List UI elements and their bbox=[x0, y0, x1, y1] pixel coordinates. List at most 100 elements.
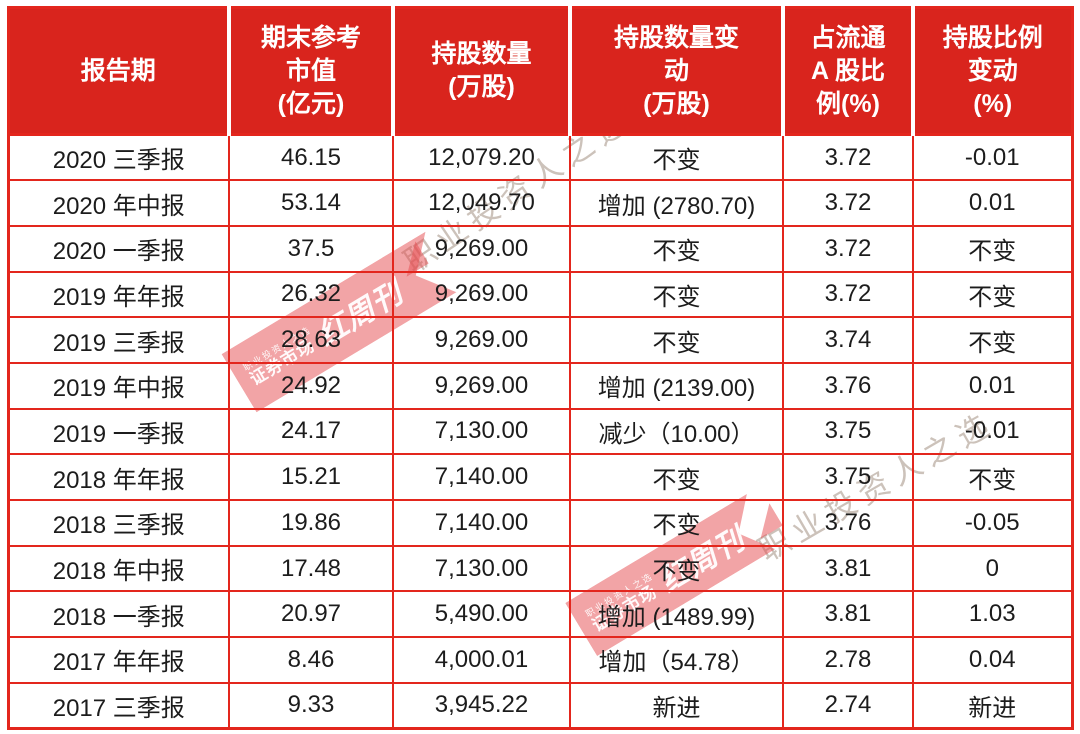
cell-shares-change: 增加（54.78） bbox=[569, 636, 784, 684]
cell-ratio: 3.72 bbox=[782, 179, 914, 227]
cell-shares-change: 增加 (2780.70) bbox=[569, 179, 784, 227]
cell-shares: 3,945.22 bbox=[392, 681, 571, 730]
cell-period: 2017 三季报 bbox=[7, 681, 230, 730]
table-row: 2018 年中报 17.48 7,130.00 不变 3.81 0 bbox=[7, 544, 1073, 593]
cell-market-value: 37.5 bbox=[228, 224, 394, 273]
cell-market-value: 53.14 bbox=[228, 179, 394, 227]
cell-shares: 4,000.01 bbox=[392, 636, 571, 684]
cell-market-value: 9.33 bbox=[228, 681, 394, 730]
cell-market-value: 46.15 bbox=[228, 133, 394, 182]
cell-market-value: 17.48 bbox=[228, 544, 394, 593]
cell-ratio-change: 不变 bbox=[912, 453, 1073, 501]
table-row: 2017 三季报 9.33 3,945.22 新进 2.74 新进 bbox=[7, 681, 1073, 730]
holdings-table: 报告期 期末参考 市值 (亿元) 持股数量 (万股) 持股数量变 动 (万股) … bbox=[6, 6, 1074, 730]
cell-ratio: 2.78 bbox=[782, 636, 914, 684]
table-body: 2020 三季报 46.15 12,079.20 不变 3.72 -0.01 2020 年中… bbox=[7, 133, 1073, 730]
table-row: 2018 三季报 19.86 7,140.00 不变 3.76 -0.05 bbox=[7, 499, 1073, 547]
cell-market-value: 19.86 bbox=[228, 499, 394, 547]
cell-ratio: 3.76 bbox=[782, 499, 914, 547]
cell-shares-change: 不变 bbox=[569, 499, 784, 547]
cell-market-value: 8.46 bbox=[228, 636, 394, 684]
cell-ratio-change: 1.03 bbox=[912, 590, 1073, 639]
cell-market-value: 28.63 bbox=[228, 316, 394, 364]
cell-ratio-change: 新进 bbox=[912, 681, 1073, 730]
cell-market-value: 26.32 bbox=[228, 270, 394, 319]
cell-ratio: 2.74 bbox=[782, 681, 914, 730]
column-header-ratio-change: 持股比例 变动 (%) bbox=[911, 7, 1072, 136]
cell-shares: 12,049.70 bbox=[392, 179, 571, 227]
table-row: 2020 一季报 37.5 9,269.00 不变 3.72 不变 bbox=[7, 224, 1073, 273]
cell-market-value: 24.92 bbox=[228, 361, 394, 410]
cell-shares-change: 不变 bbox=[569, 544, 784, 593]
column-header-shares-held: 持股数量 (万股) bbox=[391, 7, 570, 136]
cell-market-value: 15.21 bbox=[228, 453, 394, 501]
cell-shares: 7,130.00 bbox=[392, 544, 571, 593]
cell-period: 2018 一季报 bbox=[7, 590, 230, 639]
cell-shares-change: 新进 bbox=[569, 681, 784, 730]
cell-ratio: 3.81 bbox=[782, 590, 914, 639]
cell-shares-change: 增加 (2139.00) bbox=[569, 361, 784, 410]
cell-period: 2020 年中报 bbox=[7, 179, 230, 227]
cell-shares: 12,079.20 bbox=[392, 133, 571, 182]
cell-ratio: 3.75 bbox=[782, 407, 914, 456]
cell-period: 2020 三季报 bbox=[7, 133, 230, 182]
cell-ratio: 3.75 bbox=[782, 453, 914, 501]
cell-ratio: 3.74 bbox=[782, 316, 914, 364]
cell-shares: 9,269.00 bbox=[392, 316, 571, 364]
cell-ratio-change: 不变 bbox=[912, 270, 1073, 319]
table-row: 2019 三季报 28.63 9,269.00 不变 3.74 不变 bbox=[7, 316, 1073, 364]
cell-ratio-change: 0.04 bbox=[912, 636, 1073, 684]
cell-shares: 7,130.00 bbox=[392, 407, 571, 456]
cell-shares-change: 增加 (1489.99) bbox=[569, 590, 784, 639]
cell-ratio-change: 0 bbox=[912, 544, 1073, 593]
cell-market-value: 24.17 bbox=[228, 407, 394, 456]
table-row: 2019 年中报 24.92 9,269.00 增加 (2139.00) 3.76 0.0… bbox=[7, 361, 1073, 410]
cell-period: 2019 年年报 bbox=[7, 270, 230, 319]
cell-ratio: 3.72 bbox=[782, 270, 914, 319]
cell-ratio-change: 不变 bbox=[912, 316, 1073, 364]
cell-ratio-change: 0.01 bbox=[912, 179, 1073, 227]
cell-period: 2018 年中报 bbox=[7, 544, 230, 593]
cell-shares-change: 不变 bbox=[569, 224, 784, 273]
cell-shares: 9,269.00 bbox=[392, 224, 571, 273]
header-row: 报告期 期末参考 市值 (亿元) 持股数量 (万股) 持股数量变 动 (万股) … bbox=[8, 7, 1072, 136]
column-header-report-period: 报告期 bbox=[8, 7, 229, 136]
column-header-ratio-a-shares: 占流通 A 股比 例(%) bbox=[781, 7, 913, 136]
cell-shares: 7,140.00 bbox=[392, 453, 571, 501]
cell-period: 2019 一季报 bbox=[7, 407, 230, 456]
table-row: 2017 年年报 8.46 4,000.01 增加（54.78） 2.78 0.04 bbox=[7, 636, 1073, 684]
cell-period: 2018 三季报 bbox=[7, 499, 230, 547]
cell-market-value: 20.97 bbox=[228, 590, 394, 639]
table-row: 2020 三季报 46.15 12,079.20 不变 3.72 -0.01 bbox=[7, 133, 1073, 182]
table-row: 2018 年年报 15.21 7,140.00 不变 3.75 不变 bbox=[7, 453, 1073, 501]
cell-ratio-change: 0.01 bbox=[912, 361, 1073, 410]
cell-ratio: 3.72 bbox=[782, 133, 914, 182]
cell-shares: 9,269.00 bbox=[392, 361, 571, 410]
table-row: 2018 一季报 20.97 5,490.00 增加 (1489.99) 3.81 1.0… bbox=[7, 590, 1073, 639]
cell-ratio: 3.81 bbox=[782, 544, 914, 593]
table-row: 2019 年年报 26.32 9,269.00 不变 3.72 不变 bbox=[7, 270, 1073, 319]
cell-shares-change: 减少（10.00） bbox=[569, 407, 784, 456]
cell-shares-change: 不变 bbox=[569, 453, 784, 501]
cell-ratio-change: -0.01 bbox=[912, 407, 1073, 456]
cell-period: 2017 年年报 bbox=[7, 636, 230, 684]
cell-period: 2019 年中报 bbox=[7, 361, 230, 410]
table-row: 2019 一季报 24.17 7,130.00 减少（10.00） 3.75 -0.01 bbox=[7, 407, 1073, 456]
cell-ratio: 3.76 bbox=[782, 361, 914, 410]
cell-shares-change: 不变 bbox=[569, 133, 784, 182]
cell-shares-change: 不变 bbox=[569, 316, 784, 364]
cell-period: 2020 一季报 bbox=[7, 224, 230, 273]
column-header-shares-change: 持股数量变 动 (万股) bbox=[568, 7, 783, 136]
table-header: 报告期 期末参考 市值 (亿元) 持股数量 (万股) 持股数量变 动 (万股) … bbox=[8, 7, 1072, 136]
cell-shares: 5,490.00 bbox=[392, 590, 571, 639]
cell-period: 2019 三季报 bbox=[7, 316, 230, 364]
table-row: 2020 年中报 53.14 12,049.70 增加 (2780.70) 3.72 0.… bbox=[7, 179, 1073, 227]
cell-shares: 9,269.00 bbox=[392, 270, 571, 319]
cell-ratio: 3.72 bbox=[782, 224, 914, 273]
cell-shares-change: 不变 bbox=[569, 270, 784, 319]
cell-ratio-change: -0.05 bbox=[912, 499, 1073, 547]
cell-ratio-change: 不变 bbox=[912, 224, 1073, 273]
cell-period: 2018 年年报 bbox=[7, 453, 230, 501]
column-header-market-value: 期末参考 市值 (亿元) bbox=[227, 7, 393, 136]
